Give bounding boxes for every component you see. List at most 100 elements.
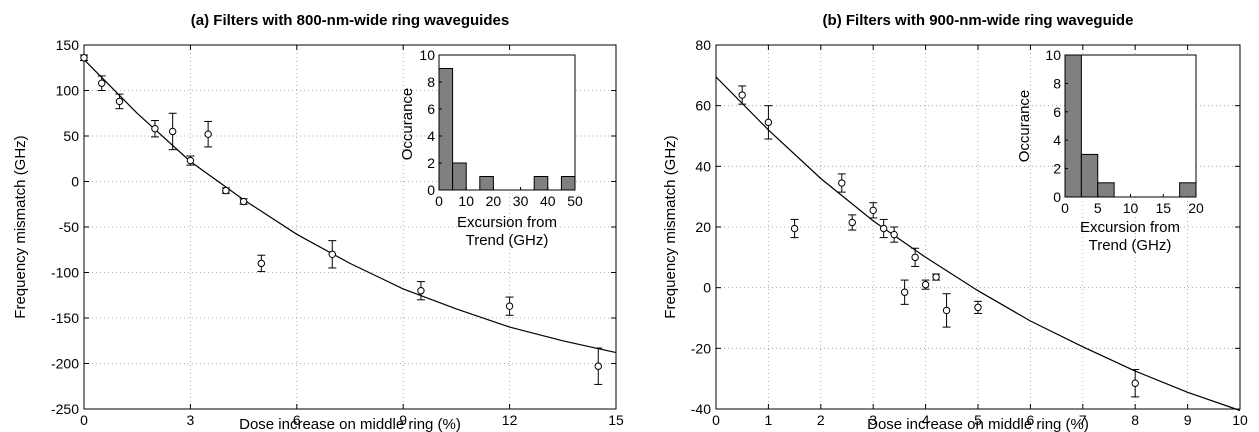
data-marker: [98, 79, 106, 87]
x-tick-label: 2: [817, 412, 825, 428]
panel-b: (b) Filters with 900-nm-wide ring wavegu…: [662, 12, 1248, 432]
inset-y-tick-label: 6: [1053, 104, 1061, 120]
x-tick-label: 7: [1079, 412, 1087, 428]
y-tick-label: 0: [703, 280, 711, 296]
data-point: [416, 281, 425, 301]
data-point: [921, 279, 930, 290]
histogram-bar: [1080, 153, 1099, 198]
panel-a-inset-y-label: Occurance: [399, 88, 416, 161]
histogram-bar: [1179, 182, 1197, 198]
x-tick-label: 5: [974, 412, 982, 428]
data-point: [505, 296, 514, 316]
data-point: [204, 120, 213, 148]
inset-y-tick-label: 8: [427, 74, 435, 90]
data-point: [869, 202, 878, 219]
data-point: [239, 197, 248, 206]
data-point: [186, 155, 195, 166]
panel-b-points: [738, 85, 1140, 398]
inset-x-tick-label: 40: [540, 193, 556, 209]
data-marker: [900, 288, 909, 296]
data-marker: [80, 54, 88, 62]
panel-b-trend-line: [715, 76, 1241, 412]
data-marker: [186, 156, 195, 165]
inset-x-tick-label: 5: [1094, 200, 1102, 216]
panel-b-inset-x-label-line1: Excursion from: [1080, 219, 1180, 236]
panel-a-x-axis-label: Dose increase on middle ring (%): [239, 416, 461, 432]
inset-y-tick-label: 8: [1053, 75, 1061, 91]
x-tick-label: 0: [712, 412, 720, 428]
x-tick-label: 12: [502, 412, 518, 428]
histogram-bar: [533, 176, 549, 191]
data-point: [837, 173, 846, 193]
data-point: [80, 54, 88, 62]
inset-x-tick-label: 0: [435, 193, 443, 209]
data-point: [1131, 369, 1140, 398]
x-tick-label: 3: [869, 412, 877, 428]
panel-a-title: (a) Filters with 800-nm-wide ring wavegu…: [191, 12, 509, 29]
y-tick-label: 80: [695, 37, 711, 53]
data-marker: [222, 186, 230, 195]
data-marker: [1131, 379, 1139, 387]
data-marker: [417, 287, 425, 295]
inset-x-tick-label: 10: [458, 193, 474, 209]
inset-x-tick-label: 30: [513, 193, 529, 209]
panel-b-inset: 0 5 10 15 20 0 2 4 6 8 10 Excursion from Trend (GH…: [1016, 47, 1204, 254]
data-point: [168, 112, 177, 151]
histogram-bar: [1097, 182, 1115, 198]
data-point: [764, 105, 773, 140]
data-point: [911, 247, 920, 267]
data-point: [974, 300, 982, 314]
x-tick-label: 15: [608, 412, 624, 428]
inset-x-tick-label: 10: [1123, 200, 1139, 216]
inset-x-tick-label: 15: [1155, 200, 1171, 216]
x-tick-label: 4: [922, 412, 930, 428]
histogram-bar: [479, 176, 494, 191]
inset-y-tick-label: 0: [427, 182, 435, 198]
data-marker: [505, 302, 514, 310]
y-tick-label: 150: [56, 37, 80, 53]
inset-y-tick-label: 0: [1053, 189, 1061, 205]
data-marker: [838, 179, 846, 187]
inset-y-tick-label: 10: [419, 47, 435, 63]
y-tick-label: 100: [56, 83, 80, 99]
inset-x-tick-label: 20: [1188, 200, 1204, 216]
data-marker: [239, 197, 248, 206]
x-tick-label: 9: [399, 412, 407, 428]
x-tick-label: 10: [1232, 412, 1248, 428]
data-point: [738, 85, 747, 105]
y-tick-label: 40: [695, 158, 711, 174]
panel-a-inset-frame: [438, 54, 576, 191]
panel-b-title: (b) Filters with 900-nm-wide ring wavegu…: [823, 12, 1134, 29]
panel-b-inset-ticks: 0 5 10 15 20 0 2 4 6 8 10: [1045, 47, 1204, 216]
panel-a-inset-x-label-line2: Trend (GHz): [466, 232, 549, 249]
data-point: [328, 240, 337, 269]
inset-x-tick-label: 0: [1061, 200, 1069, 216]
data-point: [932, 273, 941, 281]
inset-y-tick-label: 2: [1053, 161, 1061, 177]
inset-y-tick-label: 10: [1045, 47, 1061, 63]
y-tick-label: 60: [695, 98, 711, 114]
x-tick-label: 6: [293, 412, 301, 428]
y-tick-label: -200: [51, 356, 79, 372]
histogram-bar: [452, 162, 467, 191]
data-marker: [594, 362, 602, 370]
data-point: [890, 226, 899, 243]
y-tick-label: -40: [691, 401, 711, 417]
y-tick-label: 0: [71, 174, 79, 190]
y-tick-label: -20: [691, 340, 711, 356]
data-marker: [890, 230, 898, 239]
data-marker: [942, 306, 951, 315]
data-marker: [921, 280, 930, 289]
data-marker: [974, 303, 982, 312]
panel-a-points: [80, 54, 603, 385]
data-marker: [151, 125, 159, 133]
data-marker: [932, 273, 940, 281]
data-marker: [790, 224, 799, 233]
data-point: [150, 120, 159, 138]
data-point: [221, 186, 230, 195]
data-point: [900, 279, 909, 305]
panel-b-y-axis-label: Frequency mismatch (GHz): [662, 135, 679, 318]
